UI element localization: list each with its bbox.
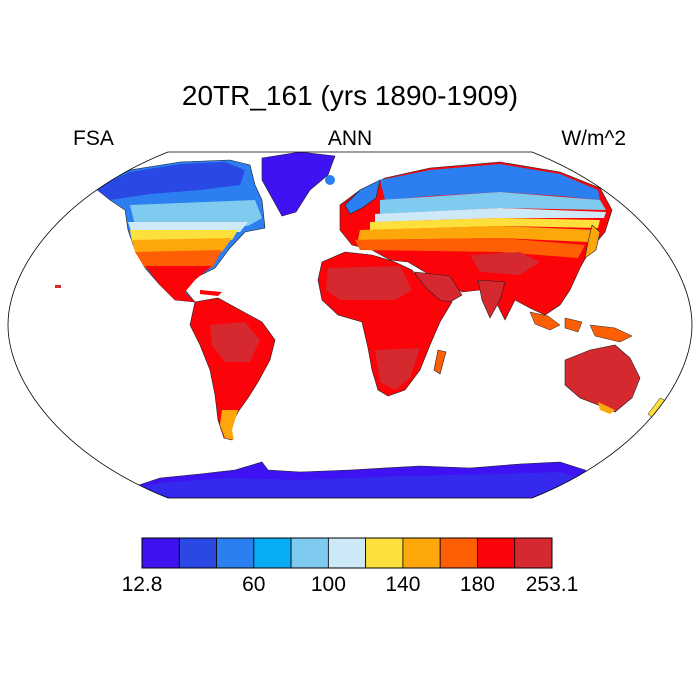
colorbar-swatch: [477, 537, 516, 569]
antarctica-shelf: [110, 472, 610, 498]
season-label: ANN: [327, 127, 373, 150]
north-america-band-lightblue: [130, 200, 262, 226]
iceland: [325, 175, 335, 185]
north-america-band-red: [145, 266, 212, 302]
colorbar-swatch: [253, 537, 292, 569]
colorbar-label: 60: [242, 573, 266, 596]
madagascar: [433, 349, 447, 375]
colorbar-swatch: [365, 537, 404, 569]
north-america-band-orange: [132, 238, 232, 252]
colorbar-swatch: [178, 537, 217, 569]
tibet-high-region: [470, 252, 540, 275]
variable-label: FSA: [73, 127, 114, 150]
greenland-landmass: [261, 152, 336, 217]
colorbar-label: 100: [310, 573, 346, 596]
hawaii-islands: [55, 285, 61, 288]
colorbar-label: 253.1: [525, 573, 579, 596]
south-america-tip: [220, 410, 238, 440]
figure-title: 20TR_161 (yrs 1890-1909): [181, 80, 519, 111]
indonesia-islands: [529, 311, 633, 343]
colorbar-label: 140: [385, 573, 421, 596]
colorbar-swatch: [290, 537, 329, 569]
north-america-band-redorange: [135, 250, 222, 268]
eurasia-band-yellow: [370, 218, 600, 230]
japan: [584, 224, 601, 259]
eurasia-band-redorange: [355, 238, 585, 258]
caribbean-islands: [200, 290, 222, 296]
eurasia-band-orange: [358, 226, 595, 242]
colorbar-frame: [141, 537, 553, 569]
australia-coast: [598, 402, 615, 414]
colorbar-swatch: [327, 537, 367, 569]
colorbar-swatch: [141, 537, 180, 569]
colorbar-swatch: [514, 537, 553, 569]
sahara-region: [326, 266, 412, 300]
south-america-band-dark: [210, 322, 260, 362]
scandinavia: [344, 179, 381, 215]
units-label: W/m^2: [561, 127, 626, 150]
colorbar-label: 180: [459, 573, 495, 596]
colorbar-swatch: [216, 537, 255, 569]
eurasia-band-blue: [380, 164, 600, 200]
map-outline: [7, 151, 693, 499]
colorbar-label: 12.8: [121, 573, 163, 596]
australia-landmass: [564, 344, 641, 413]
india: [477, 279, 506, 319]
arctic-canada: [95, 162, 245, 200]
colorbar-swatch: [439, 537, 478, 569]
eurasia-band-lightblue: [380, 192, 606, 214]
southern-africa-region: [375, 348, 420, 390]
eurasia-band-paleblue: [375, 208, 606, 222]
colorbar-swatch: [402, 537, 441, 569]
